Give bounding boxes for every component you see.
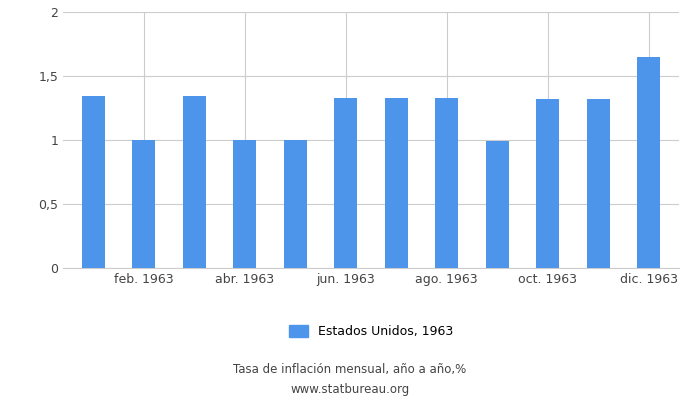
Bar: [385, 98, 407, 268]
Text: www.statbureau.org: www.statbureau.org: [290, 384, 410, 396]
Bar: [486, 141, 509, 268]
Bar: [233, 140, 256, 268]
Bar: [183, 96, 206, 268]
Bar: [536, 99, 559, 268]
Text: Tasa de inflación mensual, año a año,%: Tasa de inflación mensual, año a año,%: [233, 364, 467, 376]
Legend: Estados Unidos, 1963: Estados Unidos, 1963: [284, 320, 458, 343]
Bar: [587, 99, 610, 268]
Bar: [435, 98, 458, 268]
Bar: [335, 98, 357, 268]
Bar: [132, 140, 155, 268]
Bar: [284, 140, 307, 268]
Bar: [82, 96, 105, 268]
Bar: [637, 57, 660, 268]
